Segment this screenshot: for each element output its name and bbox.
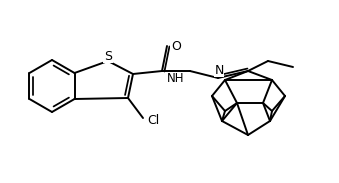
Text: N: N <box>214 64 224 76</box>
Text: NH: NH <box>167 72 185 85</box>
Text: S: S <box>104 49 112 63</box>
Text: Cl: Cl <box>147 113 159 126</box>
Text: O: O <box>171 40 181 53</box>
